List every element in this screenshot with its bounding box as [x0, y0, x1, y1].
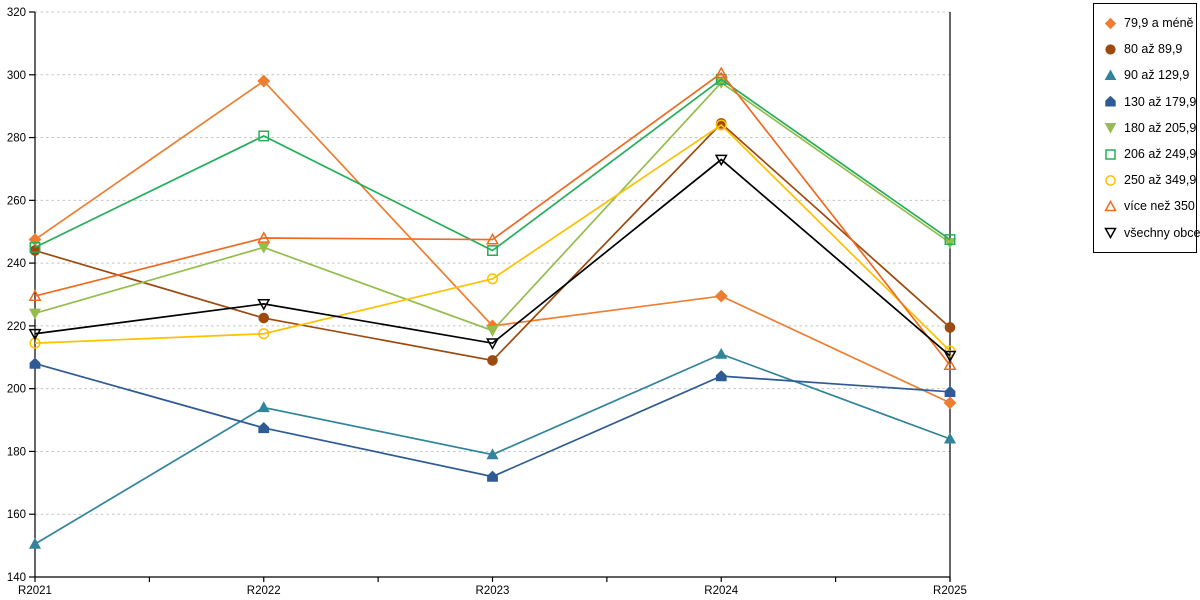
- x-tick-label: R2022: [247, 585, 281, 597]
- series-marker-4: [257, 242, 270, 254]
- legend-label: 80 až 89,9: [1124, 42, 1183, 57]
- series-line-3: [34, 362, 951, 478]
- y-tick-label: 240: [7, 258, 26, 270]
- series-marker-4: [28, 308, 42, 320]
- series-line-5: [34, 78, 951, 252]
- y-tick-label: 300: [7, 70, 26, 82]
- series-marker-8: [714, 154, 728, 167]
- series-marker-7: [486, 232, 499, 245]
- legend-label: 206 až 249,9: [1124, 146, 1197, 161]
- y-tick-label: 280: [7, 133, 26, 145]
- legend-item: všechny obce: [1104, 222, 1200, 244]
- x-tick-label: R2024: [704, 585, 738, 597]
- y-tick-label: 220: [7, 321, 26, 333]
- y-tick-label: 180: [7, 446, 26, 458]
- legend-label: 180 až 205,9: [1124, 120, 1197, 135]
- pentagon-marker-icon: [1105, 96, 1116, 107]
- series-marker-2: [28, 537, 42, 549]
- legend-item: 130 až 179,9: [1104, 91, 1196, 113]
- legend-item: 79,9 a méně: [1104, 12, 1196, 34]
- series-line-4: [34, 81, 951, 332]
- series-marker-4: [486, 325, 499, 337]
- circle-marker-icon: [1105, 175, 1116, 186]
- series-marker-6: [715, 119, 727, 131]
- series-marker-1: [258, 312, 270, 324]
- legend-item: 80 až 89,9: [1104, 38, 1196, 60]
- series-line-8: [34, 158, 951, 357]
- series-marker-8: [943, 350, 957, 363]
- series-marker-8: [28, 328, 42, 341]
- series-marker-8: [486, 338, 499, 350]
- series-marker-1: [944, 322, 956, 333]
- legend-item: více než 350: [1104, 196, 1196, 218]
- series-marker-2: [486, 448, 499, 460]
- triangle-down-marker-icon: [1104, 123, 1117, 135]
- series-marker-5: [258, 130, 270, 142]
- series-marker-2: [715, 347, 728, 359]
- series-line-7: [34, 72, 951, 366]
- series-marker-0: [714, 289, 728, 303]
- legend-item: 250 až 349,9: [1104, 169, 1196, 191]
- series-marker-7: [714, 66, 728, 79]
- legend-label: všechny obce: [1124, 225, 1200, 240]
- series-marker-5: [29, 241, 41, 253]
- series-marker-2: [257, 401, 270, 413]
- series-marker-5: [944, 234, 956, 246]
- diamond-marker-icon: [1104, 17, 1117, 29]
- series-marker-6: [486, 273, 499, 285]
- circle-marker-icon: [1105, 44, 1116, 55]
- series-marker-7: [257, 231, 271, 243]
- series-line-6: [34, 123, 951, 352]
- series-marker-3: [487, 470, 498, 482]
- series-marker-0: [943, 396, 957, 410]
- chart-legend: 79,9 a méně 80 až 89,9 90 až 129,9 130 až 1…: [1093, 3, 1200, 253]
- y-tick-label: 200: [7, 384, 26, 396]
- series-marker-7: [28, 289, 42, 301]
- series-marker-6: [258, 328, 270, 340]
- series-marker-8: [257, 299, 271, 311]
- y-tick-label: 260: [7, 195, 26, 207]
- legend-label: 130 až 179,9: [1124, 94, 1197, 109]
- series-marker-4: [943, 238, 957, 249]
- legend-label: 79,9 a méně: [1124, 15, 1194, 30]
- triangle-marker-icon: [1104, 200, 1117, 212]
- legend-item: 180 až 205,9: [1104, 117, 1196, 139]
- x-tick-label: R2025: [933, 585, 967, 597]
- series-marker-3: [715, 370, 727, 382]
- y-tick-label: 140: [7, 572, 26, 584]
- series-marker-3: [258, 422, 270, 434]
- x-tick-label: R2023: [476, 585, 510, 597]
- series-marker-7: [943, 358, 957, 371]
- legend-label: 90 až 129,9: [1124, 68, 1190, 83]
- legend-label: více než 350: [1124, 199, 1195, 214]
- square-marker-icon: [1105, 148, 1116, 160]
- x-tick-label: R2021: [18, 585, 52, 597]
- y-tick-label: 320: [7, 7, 26, 19]
- series-marker-3: [944, 385, 956, 398]
- series-marker-2: [943, 432, 957, 444]
- series-marker-5: [487, 245, 498, 257]
- triangle-marker-icon: [1104, 69, 1117, 81]
- triangle-down-marker-icon: [1104, 228, 1117, 240]
- y-tick-label: 160: [7, 509, 26, 521]
- legend-label: 250 až 349,9: [1124, 173, 1197, 188]
- series-marker-0: [257, 74, 271, 88]
- legend-item: 90 až 129,9: [1104, 65, 1196, 87]
- series-marker-3: [29, 357, 41, 369]
- series-marker-1: [487, 355, 498, 366]
- legend-item: 206 až 249,9: [1104, 143, 1196, 165]
- series-line-0: [34, 79, 951, 404]
